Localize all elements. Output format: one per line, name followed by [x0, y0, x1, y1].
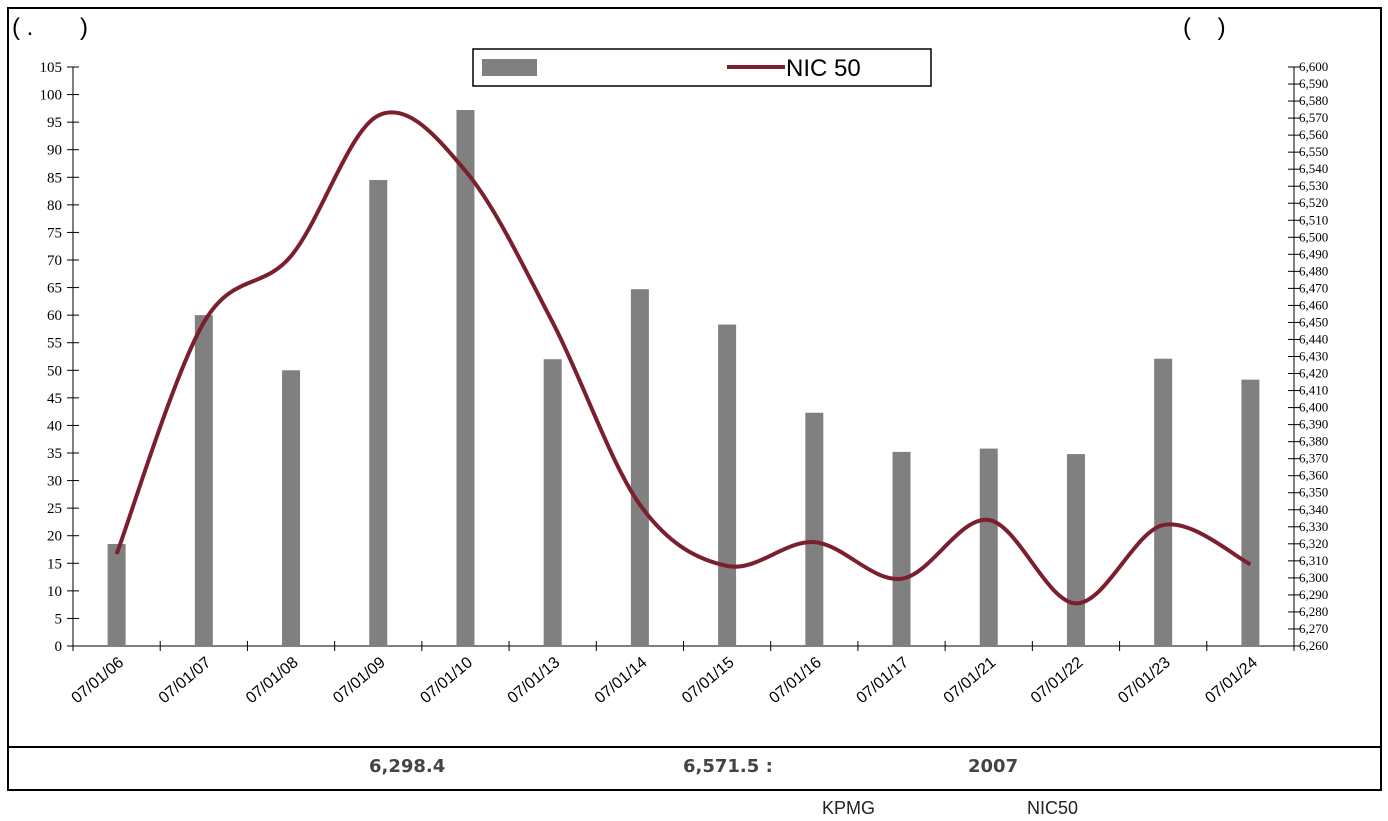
x-tick-label: 07/01/09	[330, 654, 389, 707]
x-tick-label: 07/01/08	[243, 654, 302, 707]
y-right-tick-label: 6,330	[1299, 519, 1328, 534]
y-right-tick-label: 6,340	[1299, 502, 1328, 517]
y-right-tick-label: 6,400	[1299, 400, 1328, 415]
y-right-tick-label: 6,500	[1299, 229, 1328, 244]
y-right-tick-label: 6,600	[1299, 59, 1328, 74]
y-right-tick-label: 6,370	[1299, 451, 1328, 466]
y-left-tick-label: 105	[40, 60, 63, 76]
x-tick-label: 07/01/14	[592, 654, 651, 707]
y-right-tick-label: 6,540	[1299, 161, 1328, 176]
legend-box	[472, 48, 932, 87]
footer-year: 2007	[968, 756, 1019, 777]
legend-swatch-bars	[482, 59, 537, 76]
bar	[456, 110, 475, 647]
x-tick-label: 07/01/17	[853, 654, 912, 707]
y-left-tick-label: 45	[47, 391, 62, 407]
y-right-tick-label: 6,570	[1299, 110, 1328, 125]
y-left-tick-label: 30	[47, 474, 62, 490]
bar	[1066, 454, 1085, 646]
y-right-tick-label: 6,520	[1299, 195, 1328, 210]
y-right-tick-label: 6,560	[1299, 127, 1328, 142]
y-left-tick-label: 100	[40, 88, 63, 104]
y-right-tick-label: 6,300	[1299, 570, 1328, 585]
y-left-tick-label: 95	[47, 115, 62, 131]
x-tick-label: 07/01/15	[679, 654, 738, 707]
y-left-tick-label: 10	[47, 584, 62, 600]
x-tick-label: 07/01/21	[941, 654, 1000, 707]
y-right-tick-label: 6,410	[1299, 383, 1328, 398]
y-right-tick-label: 6,360	[1299, 468, 1328, 483]
bar	[194, 315, 213, 646]
bar	[282, 370, 301, 646]
y-right-tick-label: 6,530	[1299, 178, 1328, 193]
x-tick-label: 07/01/23	[1115, 654, 1174, 707]
y-right-tick-label: 6,390	[1299, 417, 1328, 432]
x-tick-label: 07/01/22	[1028, 654, 1087, 707]
x-tick-label: 07/01/10	[417, 654, 476, 707]
footer-divider	[7, 746, 1382, 748]
bar	[979, 448, 998, 646]
y-left-tick-label: 75	[47, 225, 62, 241]
bar	[107, 543, 126, 646]
x-tick-label: 07/01/16	[766, 654, 825, 707]
bar	[1241, 379, 1260, 646]
y-left-tick-label: 65	[47, 281, 62, 297]
y-right-tick-label: 6,470	[1299, 280, 1328, 295]
chart-frame	[7, 7, 1382, 791]
y-left-tick-label: 85	[47, 170, 62, 186]
y-right-tick-label: 6,590	[1299, 76, 1328, 91]
y-right-tick-label: 6,270	[1299, 621, 1328, 636]
y-right-tick-label: 6,510	[1299, 212, 1328, 227]
y-left-tick-label: 5	[55, 611, 63, 627]
x-tick-label: 07/01/07	[156, 654, 215, 707]
y-right-tick-label: 6,310	[1299, 553, 1328, 568]
y-left-tick-label: 40	[47, 418, 62, 434]
y-right-tick-label: 6,430	[1299, 349, 1328, 364]
y-left-tick-label: 90	[47, 143, 62, 159]
source-text-nic50: NIC50	[1027, 798, 1079, 818]
y-right-tick-label: 6,580	[1299, 93, 1328, 108]
y-left-tick-label: 0	[55, 639, 63, 655]
y-left-tick-label: 70	[47, 253, 62, 269]
y-right-tick-label: 6,380	[1299, 434, 1328, 449]
bar	[718, 324, 737, 646]
y-right-tick-label: 6,550	[1299, 144, 1328, 159]
y-right-tick-label: 6,290	[1299, 587, 1328, 602]
bar	[630, 289, 649, 646]
footer-max-value: 6,571.5 :	[683, 756, 773, 777]
y-left-tick-label: 25	[47, 501, 62, 517]
header-right-text: ( )	[1183, 14, 1226, 41]
x-tick-label: 07/01/06	[69, 654, 128, 707]
legend-label-nic50: NIC 50	[786, 55, 861, 82]
bar	[892, 451, 911, 646]
header-left-text: ( . )	[12, 14, 88, 41]
y-right-tick-label: 6,260	[1299, 638, 1328, 653]
y-left-tick-label: 20	[47, 529, 62, 545]
y-left-tick-label: 80	[47, 198, 62, 214]
bar	[543, 359, 562, 646]
y-right-tick-label: 6,280	[1299, 604, 1328, 619]
y-left-tick-label: 35	[47, 446, 62, 462]
y-right-tick-label: 6,420	[1299, 366, 1328, 381]
y-right-tick-label: 6,450	[1299, 314, 1328, 329]
y-left-tick-label: 50	[47, 363, 62, 379]
y-right-tick-label: 6,350	[1299, 485, 1328, 500]
y-right-tick-label: 6,490	[1299, 246, 1328, 261]
y-right-tick-label: 6,480	[1299, 263, 1328, 278]
y-left-tick-label: 60	[47, 308, 62, 324]
series-line-nic50	[114, 110, 1252, 606]
y-left-tick-label: 15	[47, 556, 62, 572]
y-right-tick-label: 6,320	[1299, 536, 1328, 551]
x-tick-label: 07/01/24	[1202, 654, 1261, 707]
footer-min-value: 6,298.4	[369, 756, 446, 777]
y-left-tick-label: 55	[47, 336, 62, 352]
bar	[369, 180, 388, 647]
bar	[805, 412, 824, 646]
bar	[1154, 358, 1173, 646]
y-right-tick-label: 6,440	[1299, 331, 1328, 346]
x-tick-label: 07/01/13	[505, 654, 564, 707]
y-right-tick-label: 6,460	[1299, 297, 1328, 312]
source-text-kpmg: KPMG	[822, 798, 876, 818]
